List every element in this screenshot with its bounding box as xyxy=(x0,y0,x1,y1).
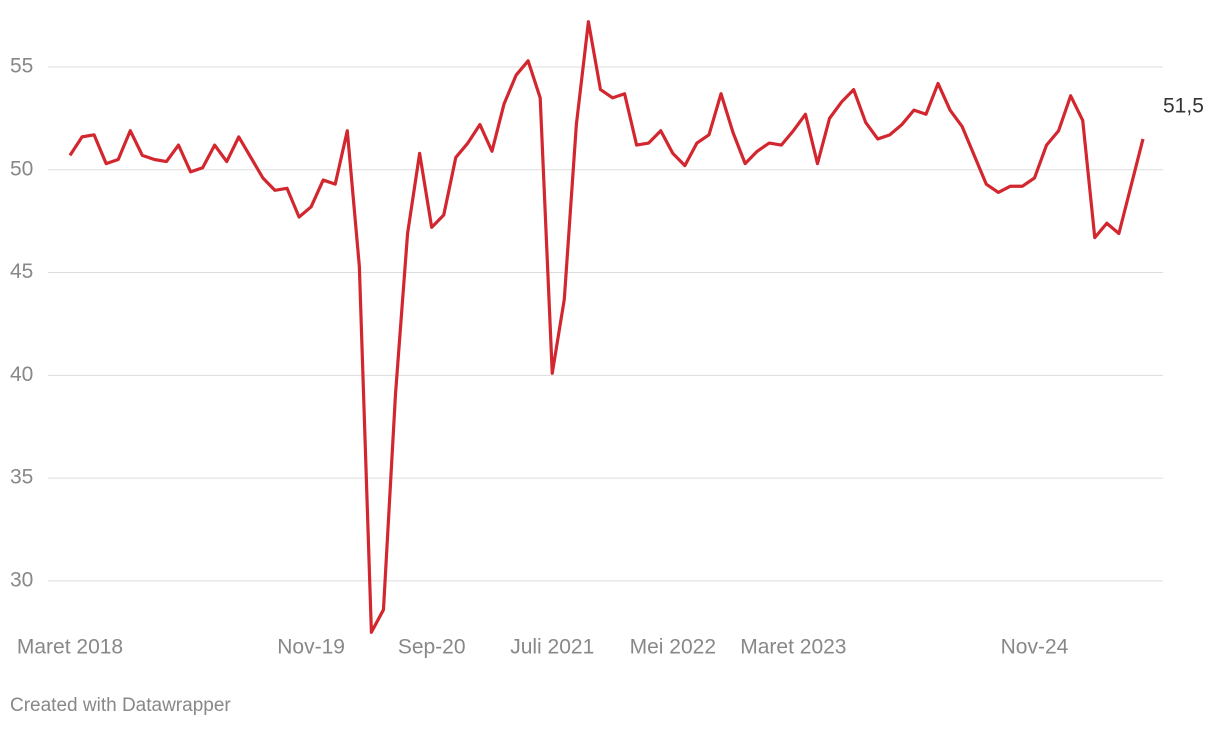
value-label: 51,5 xyxy=(1163,94,1204,117)
y-tick-label: 45 xyxy=(10,260,33,283)
x-tick-label: Maret 2018 xyxy=(17,636,123,659)
x-tick-label: Nov-19 xyxy=(277,636,345,659)
y-tick-label: 35 xyxy=(10,466,33,489)
y-tick-label: 50 xyxy=(10,157,33,180)
x-tick-label: Nov-24 xyxy=(1001,636,1069,659)
x-tick-label: Juli 2021 xyxy=(510,636,594,659)
x-tick-label: Mei 2022 xyxy=(630,636,716,659)
x-tick-label: Sep-20 xyxy=(398,636,466,659)
x-tick-label: Maret 2023 xyxy=(740,636,846,659)
credit: Created with Datawrapper xyxy=(10,695,231,716)
y-tick-label: 55 xyxy=(10,55,33,78)
line xyxy=(68,20,1145,634)
y-tick-label: 40 xyxy=(10,363,33,386)
y-tick-label: 30 xyxy=(10,568,33,591)
